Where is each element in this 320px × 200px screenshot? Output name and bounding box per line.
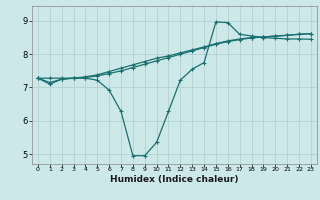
X-axis label: Humidex (Indice chaleur): Humidex (Indice chaleur) bbox=[110, 175, 239, 184]
